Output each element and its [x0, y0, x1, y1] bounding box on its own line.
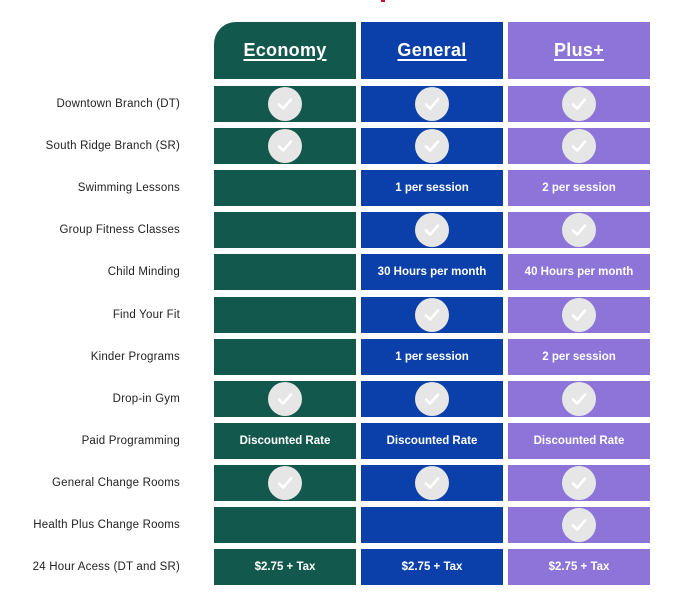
checkmark-icon — [415, 87, 449, 121]
cell-plus — [508, 507, 650, 543]
row-label: Find Your Fit — [112, 309, 180, 321]
cell-text: Discounted Rate — [239, 435, 331, 447]
cell-general: $2.75 + Tax — [361, 549, 503, 585]
cell-plus: $2.75 + Tax — [508, 549, 650, 585]
cell-general — [361, 507, 503, 543]
checkmark-icon — [562, 129, 596, 163]
cell-plus: 2 per session — [508, 339, 650, 375]
plan-header-label[interactable]: General — [397, 40, 467, 60]
row-label: Downtown Branch (DT) — [56, 98, 180, 110]
checkmark-icon — [415, 213, 449, 247]
cell-general — [361, 297, 503, 333]
checkmark-icon — [415, 466, 449, 500]
cell-general — [361, 86, 503, 122]
checkmark-icon — [415, 382, 449, 416]
row-label: Health Plus Change Rooms — [33, 519, 180, 531]
cell-general — [361, 128, 503, 164]
cell-text: 2 per session — [542, 182, 616, 194]
checkmark-icon — [415, 129, 449, 163]
cell-text: Discounted Rate — [533, 435, 625, 447]
checkmark-icon — [562, 87, 596, 121]
cell-economy — [214, 507, 356, 543]
checkmark-icon — [268, 466, 302, 500]
cell-economy — [214, 212, 356, 248]
cell-general: Discounted Rate — [361, 423, 503, 459]
cell-general: 1 per session — [361, 170, 503, 206]
cell-text: $2.75 + Tax — [548, 561, 610, 573]
cell-plus — [508, 128, 650, 164]
cell-plus: Discounted Rate — [508, 423, 650, 459]
row-label: General Change Rooms — [51, 477, 180, 489]
cell-plus — [508, 212, 650, 248]
cell-economy — [214, 86, 356, 122]
row-label: South Ridge Branch (SR) — [45, 140, 180, 152]
cell-general — [361, 212, 503, 248]
cell-general: 1 per session — [361, 339, 503, 375]
cell-economy: $2.75 + Tax — [214, 549, 356, 585]
cell-text: Discounted Rate — [386, 435, 478, 447]
row-label: Drop-in Gym — [112, 393, 180, 405]
checkmark-icon — [562, 298, 596, 332]
cell-plus — [508, 465, 650, 501]
row-label: Child Minding — [107, 266, 180, 278]
cell-economy — [214, 170, 356, 206]
cell-economy — [214, 254, 356, 290]
row-label: Paid Programming — [81, 435, 180, 447]
cell-plus — [508, 297, 650, 333]
cell-economy — [214, 339, 356, 375]
plan-header-plus[interactable]: Plus+ — [508, 22, 650, 79]
cell-general — [361, 381, 503, 417]
cell-plus — [508, 381, 650, 417]
cell-text: 40 Hours per month — [524, 266, 634, 278]
checkmark-icon — [562, 382, 596, 416]
checkmark-icon — [562, 466, 596, 500]
row-label: Group Fitness Classes — [59, 224, 180, 236]
cell-text: $2.75 + Tax — [254, 561, 316, 573]
cell-general — [361, 465, 503, 501]
plan-header-economy[interactable]: Economy — [214, 22, 356, 79]
plan-header-general[interactable]: General — [361, 22, 503, 79]
cell-plus — [508, 86, 650, 122]
cell-plus: 40 Hours per month — [508, 254, 650, 290]
row-label: Kinder Programs — [90, 351, 180, 363]
cell-text: 1 per session — [395, 351, 469, 363]
row-label: 24 Hour Acess (DT and SR) — [32, 561, 180, 573]
checkmark-icon — [268, 129, 302, 163]
cell-text: $2.75 + Tax — [401, 561, 463, 573]
cell-text: 1 per session — [395, 182, 469, 194]
cell-text: 2 per session — [542, 351, 616, 363]
cell-economy — [214, 128, 356, 164]
top-accent-mark — [381, 0, 385, 2]
checkmark-icon — [562, 508, 596, 542]
cell-economy — [214, 381, 356, 417]
plan-header-label[interactable]: Plus+ — [553, 40, 605, 60]
cell-economy: Discounted Rate — [214, 423, 356, 459]
checkmark-icon — [562, 213, 596, 247]
cell-text: 30 Hours per month — [377, 266, 487, 278]
checkmark-icon — [268, 87, 302, 121]
cell-plus: 2 per session — [508, 170, 650, 206]
cell-economy — [214, 465, 356, 501]
plan-header-label[interactable]: Economy — [243, 40, 327, 60]
cell-general: 30 Hours per month — [361, 254, 503, 290]
cell-economy — [214, 297, 356, 333]
checkmark-icon — [268, 382, 302, 416]
row-label: Swimming Lessons — [77, 182, 180, 194]
checkmark-icon — [415, 298, 449, 332]
